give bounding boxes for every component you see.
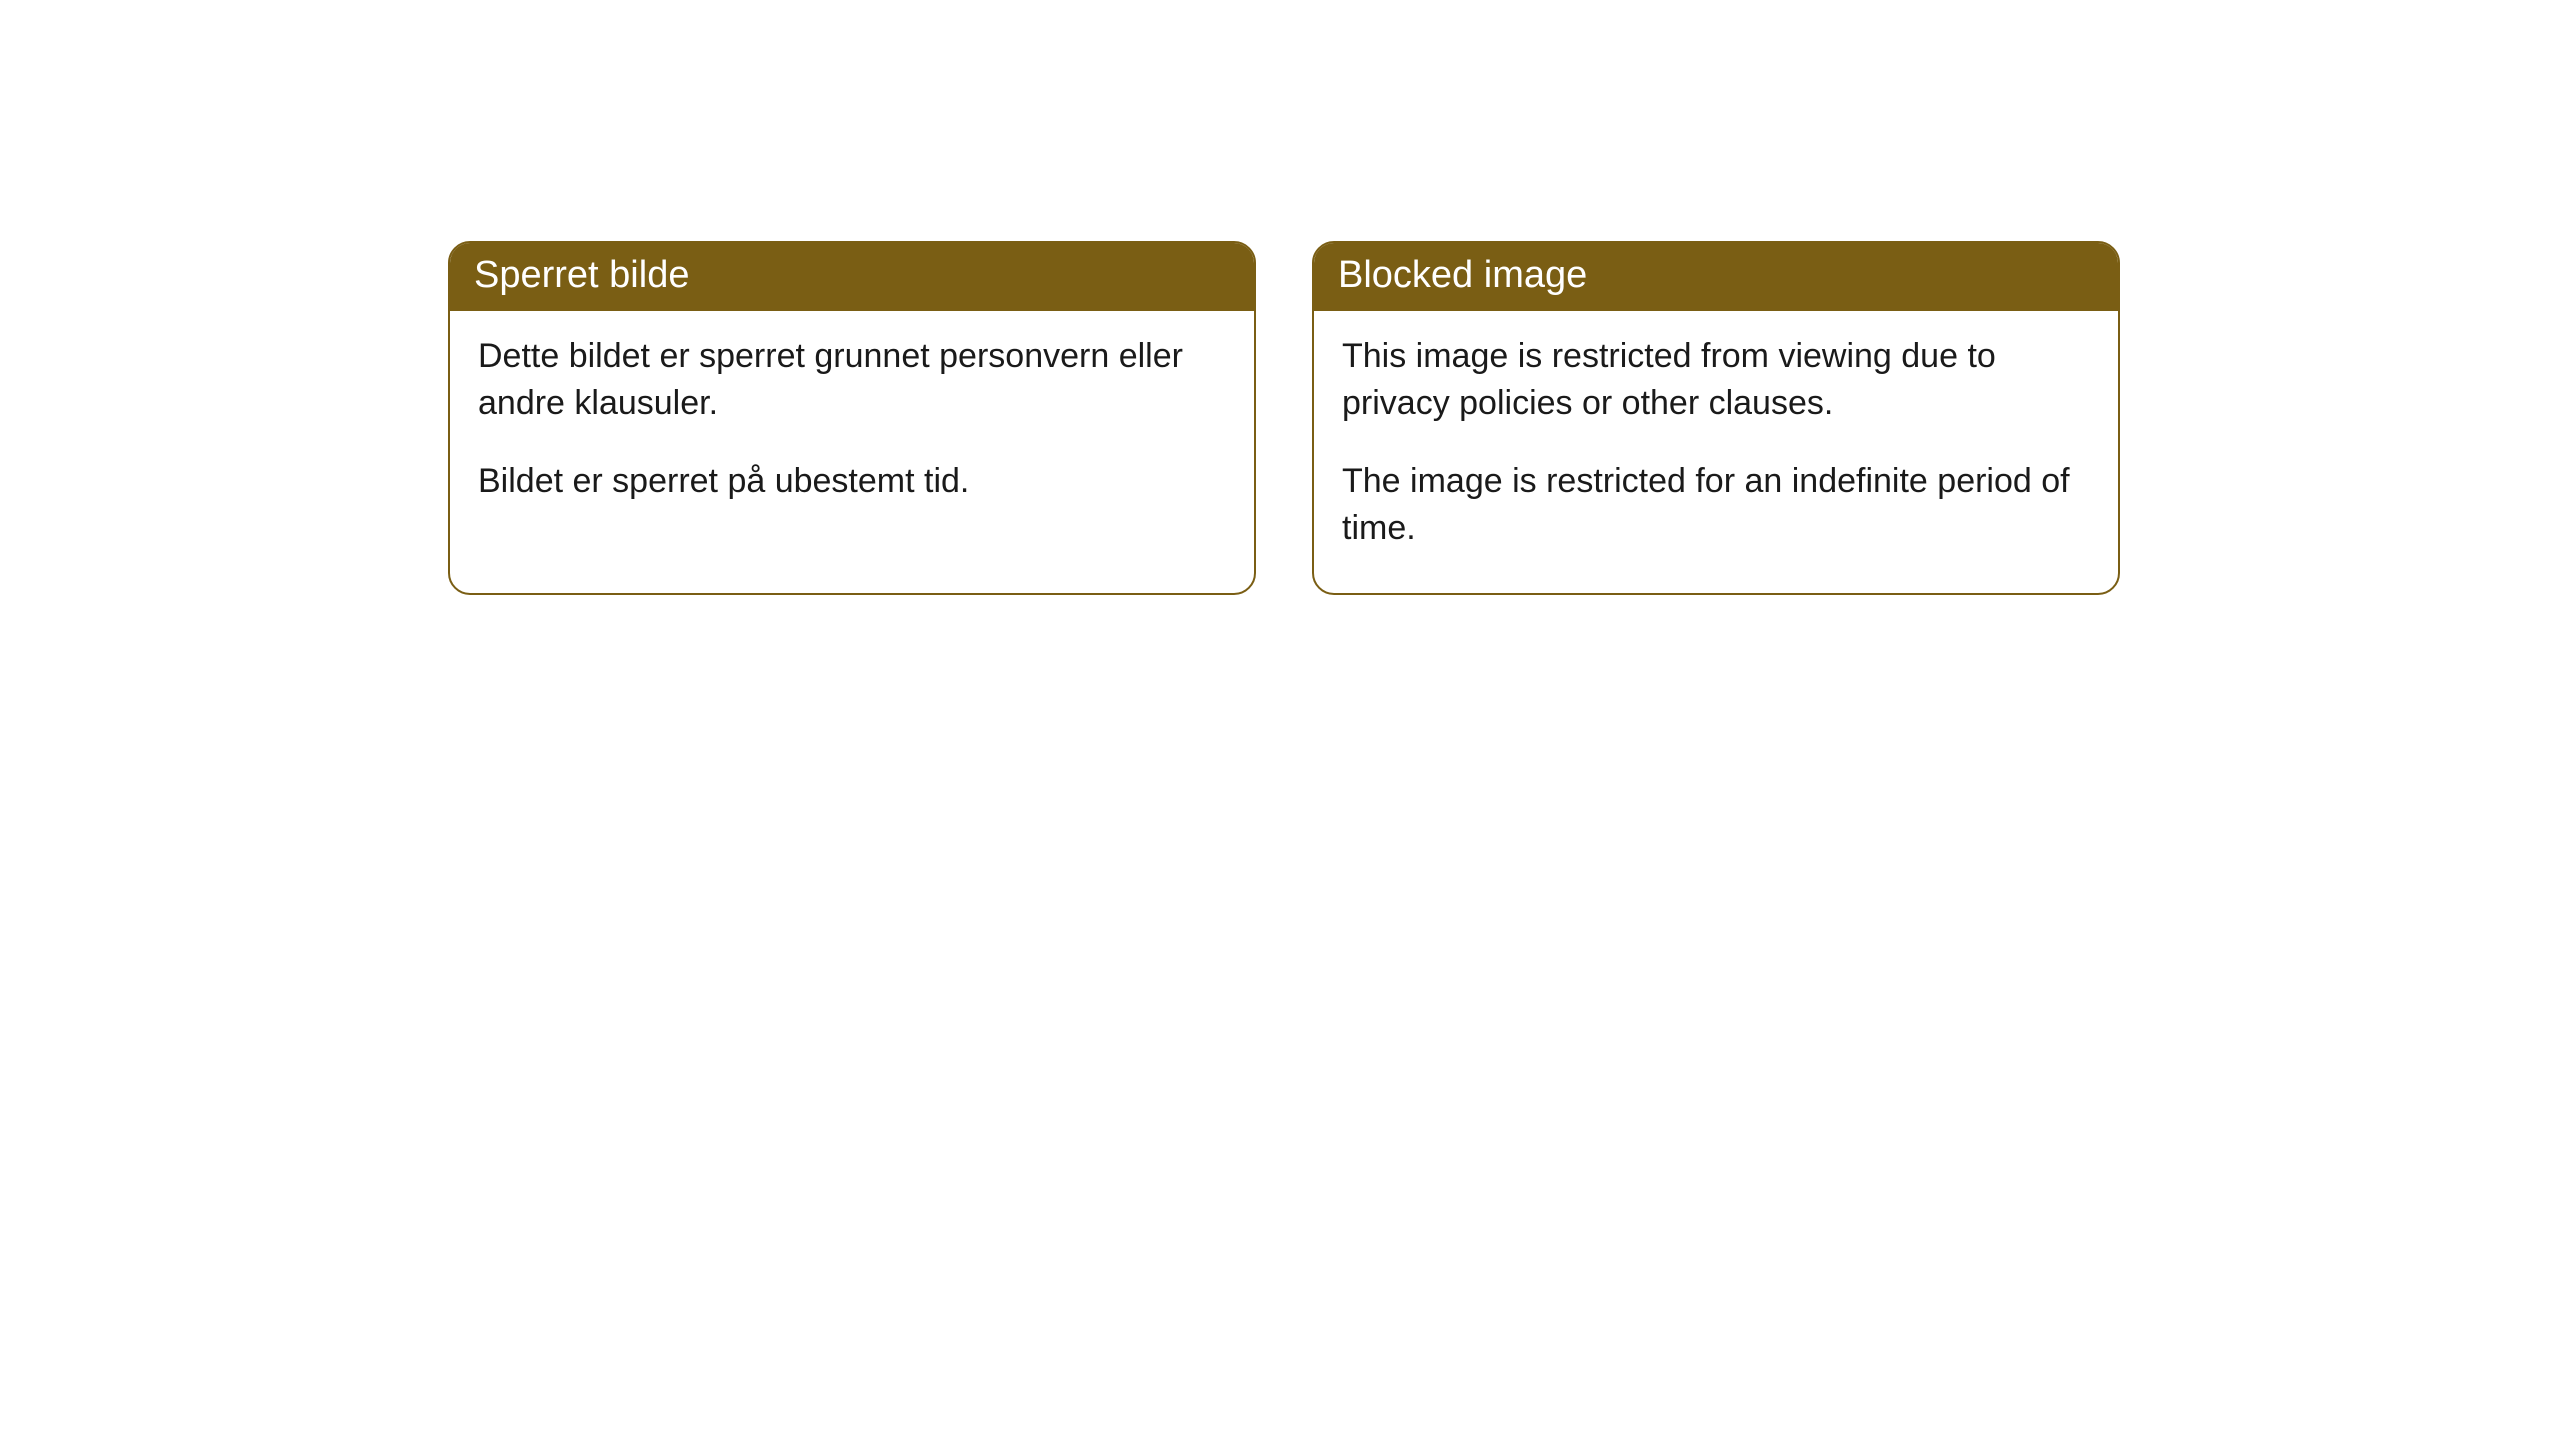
notice-paragraph: Dette bildet er sperret grunnet personve… — [478, 333, 1226, 428]
notice-card-norwegian: Sperret bilde Dette bildet er sperret gr… — [448, 241, 1256, 595]
notice-title-english: Blocked image — [1314, 243, 2118, 311]
notice-body-english: This image is restricted from viewing du… — [1314, 311, 2118, 593]
notice-card-english: Blocked image This image is restricted f… — [1312, 241, 2120, 595]
notice-paragraph: Bildet er sperret på ubestemt tid. — [478, 458, 1226, 506]
notice-paragraph: This image is restricted from viewing du… — [1342, 333, 2090, 428]
notice-paragraph: The image is restricted for an indefinit… — [1342, 458, 2090, 553]
notice-title-norwegian: Sperret bilde — [450, 243, 1254, 311]
notice-container: Sperret bilde Dette bildet er sperret gr… — [448, 241, 2120, 595]
notice-body-norwegian: Dette bildet er sperret grunnet personve… — [450, 311, 1254, 546]
